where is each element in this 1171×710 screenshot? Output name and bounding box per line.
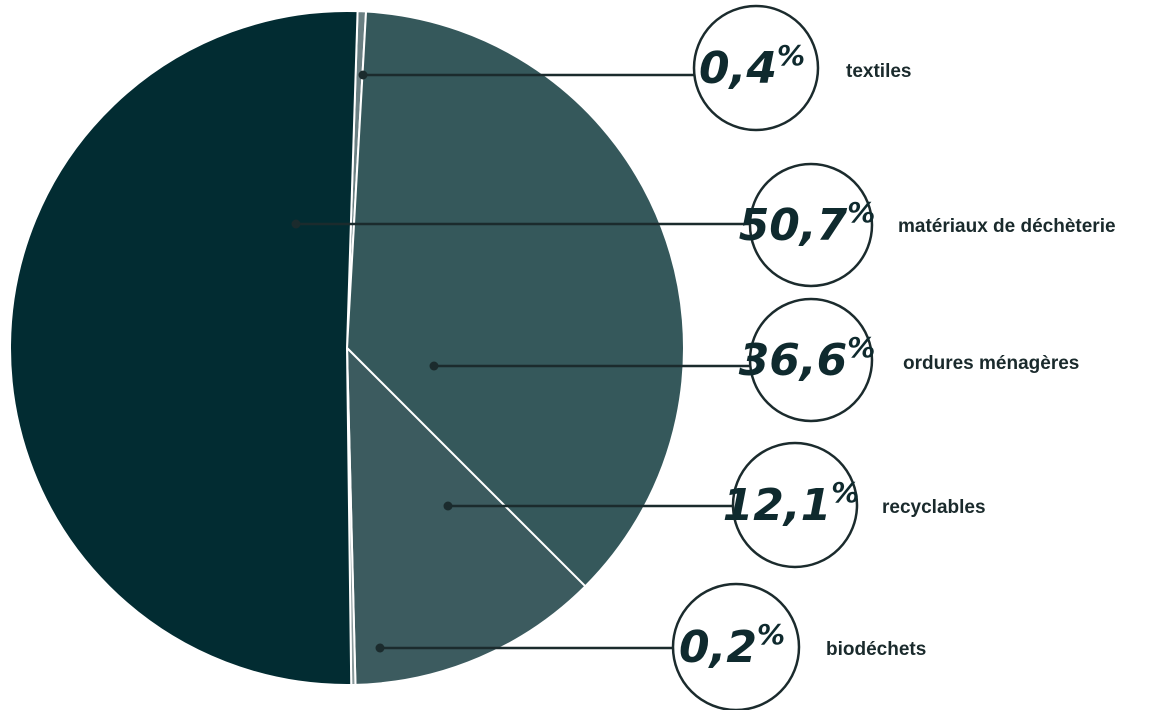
leader-dot bbox=[375, 643, 385, 653]
leader-dot bbox=[291, 219, 301, 229]
leader-dot bbox=[429, 361, 439, 371]
percent-value: 36,6% bbox=[739, 331, 876, 386]
percent-badge bbox=[671, 582, 801, 710]
leader-dot bbox=[443, 501, 453, 511]
callout-0: 0,4% textiles bbox=[358, 4, 911, 132]
percent-badge bbox=[748, 162, 874, 288]
percent-badge bbox=[748, 297, 874, 423]
callout-2: 12,1% recyclables bbox=[443, 441, 986, 569]
pie-slice-4 bbox=[9, 10, 359, 686]
category-label: recyclables bbox=[882, 497, 986, 518]
callout-1: 36,6% ordures ménagères bbox=[429, 297, 1079, 423]
pie-slices bbox=[9, 10, 685, 686]
percent-value: 50,7% bbox=[739, 196, 876, 251]
pie-slice-2 bbox=[346, 347, 587, 686]
percent-badge bbox=[731, 441, 859, 569]
percent-value: 0,4% bbox=[699, 39, 805, 94]
callout-3: 0,2% biodéchets bbox=[375, 582, 926, 710]
leader-dot bbox=[358, 70, 368, 80]
percent-value: 12,1% bbox=[723, 476, 860, 531]
percent-value: 0,2% bbox=[679, 618, 785, 673]
pie-slice-1 bbox=[346, 10, 685, 588]
percent-badge bbox=[692, 4, 820, 132]
category-label: ordures ménagères bbox=[903, 353, 1079, 374]
callout-4: 50,7% matériaux de déchèterie bbox=[291, 162, 1116, 288]
pie-callouts: 0,4% textiles 36,6% ordures ménagères 12,1% r… bbox=[291, 4, 1116, 710]
category-label: textiles bbox=[846, 61, 911, 82]
category-label: biodéchets bbox=[826, 639, 926, 660]
category-label: matériaux de déchèterie bbox=[898, 216, 1116, 237]
